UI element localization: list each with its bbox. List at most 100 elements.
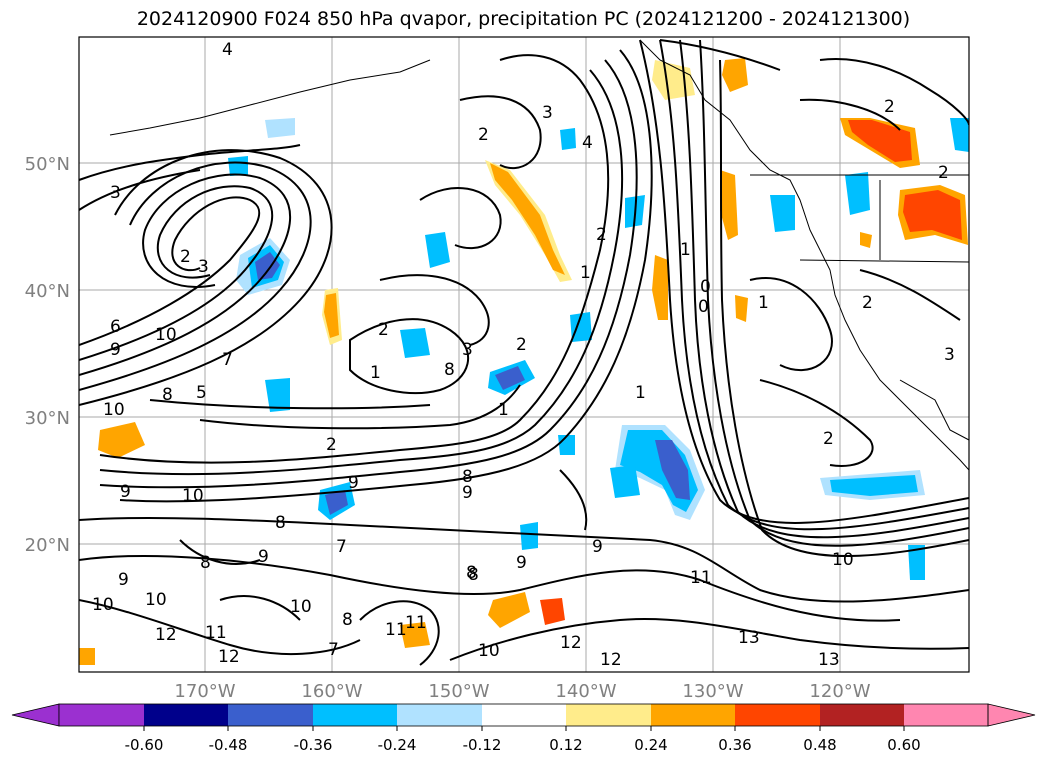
contour-label: 12	[600, 650, 622, 670]
colorbar-segment	[313, 704, 397, 726]
contour-label: 8	[275, 513, 286, 533]
contour-label: 12	[218, 647, 240, 667]
lon-label: 170°W	[174, 681, 235, 702]
contour-label: 4	[222, 40, 233, 60]
contour-label: 11	[205, 623, 227, 643]
contour-label: 3	[110, 183, 121, 203]
contour-label: 10	[290, 597, 312, 617]
contour-label: 2	[823, 429, 834, 449]
contour-label: 9	[462, 483, 473, 503]
colorbar-tick-label: -0.36	[294, 736, 333, 754]
contour-label: 2	[378, 320, 389, 340]
colorbar-extend-max	[987, 703, 1036, 727]
colorbar-tick-labels: -0.60 -0.48 -0.36 -0.24 -0.12 0.12 0.24 …	[125, 736, 921, 754]
contour-label: 9	[258, 547, 269, 567]
contour-label: 2	[516, 335, 527, 355]
colorbar-tick-label: -0.60	[125, 736, 164, 754]
contour-label: 6	[110, 317, 121, 337]
contour-label: 10	[145, 590, 167, 610]
contour-label: 13	[738, 628, 760, 648]
contour-label: 4	[582, 133, 593, 153]
longitude-labels: 170°W 160°W 150°W 140°W 130°W 120°W	[174, 681, 870, 702]
colorbar-segment	[735, 704, 820, 726]
colorbar-segment	[904, 704, 988, 726]
colorbar-segment	[144, 704, 228, 726]
lat-label: 40°N	[25, 281, 70, 302]
lon-label: 140°W	[555, 681, 616, 702]
precip-shading	[79, 58, 969, 665]
contour-label: 12	[560, 633, 582, 653]
contour-label: 8	[342, 610, 353, 630]
contour-label: 8	[444, 360, 455, 380]
lat-label: 50°N	[25, 154, 70, 175]
colorbar-segment	[820, 704, 904, 726]
colorbar-tick-label: -0.12	[463, 736, 502, 754]
contour-label: 1	[635, 383, 646, 403]
contour-label: 3	[198, 257, 209, 277]
contour-label: 2	[938, 163, 949, 183]
contour-label: 9	[120, 482, 131, 502]
colorbar-extend-min	[11, 703, 60, 727]
contour-label: 7	[222, 350, 233, 370]
contour-label: 9	[516, 553, 527, 573]
contour-label: 8	[468, 565, 479, 585]
contour-label: 10	[103, 400, 125, 420]
contour-label: 3	[542, 103, 553, 123]
contour-label: 7	[328, 640, 339, 660]
colorbar-segment	[228, 704, 313, 726]
lon-label: 120°W	[809, 681, 870, 702]
contour-label: 10	[478, 641, 500, 661]
contour-label: 8	[162, 385, 173, 405]
contour-label: 11	[405, 613, 427, 633]
contour-label: 1	[498, 400, 509, 420]
contour-label: 13	[818, 650, 840, 670]
map-title: 2024120900 F024 850 hPa qvapor, precipit…	[136, 8, 911, 30]
contour-label: 10	[182, 486, 204, 506]
lat-label: 20°N	[25, 535, 70, 556]
contour-label: 5	[196, 383, 207, 403]
contour-label: 9	[110, 340, 121, 360]
colorbar-frame	[58, 703, 989, 727]
colorbar: -0.60 -0.48 -0.36 -0.24 -0.12 0.12 0.24 …	[11, 703, 1036, 754]
contour-label: 8	[200, 553, 211, 573]
contour-label: 8	[466, 563, 477, 583]
colorbar-segment	[482, 704, 566, 726]
lon-label: 130°W	[682, 681, 743, 702]
contour-label: 3	[462, 340, 473, 360]
contour-label: 0	[698, 297, 709, 317]
contour-label: 0	[700, 277, 711, 297]
contour-label: 7	[336, 537, 347, 557]
contour-label: 11	[690, 568, 712, 588]
plot-frame	[78, 36, 970, 673]
contour-label: 1	[758, 293, 769, 313]
contour-label: 12	[155, 625, 177, 645]
contour-label: 8	[462, 467, 473, 487]
contour-label: 2	[862, 293, 873, 313]
contour-label: 2	[884, 97, 895, 117]
contour-label: 2	[326, 435, 337, 455]
colorbar-segment	[651, 704, 735, 726]
colorbar-tick-label: 0.60	[887, 736, 920, 754]
contour-label: 11	[385, 620, 407, 640]
colorbar-tick-label: -0.48	[209, 736, 248, 754]
contour-label: 2	[478, 125, 489, 145]
qvapor-contours	[79, 39, 969, 666]
colorbar-tick-label: 0.24	[634, 736, 667, 754]
colorbar-ticks	[143, 726, 905, 731]
colorbar-tick-label: 0.12	[549, 736, 582, 754]
contour-label: 9	[118, 570, 129, 590]
coastlines	[109, 39, 969, 471]
contour-label: 10	[155, 325, 177, 345]
colorbar-segment	[397, 704, 482, 726]
colorbar-tick-label: 0.48	[803, 736, 836, 754]
contour-label: 1	[370, 363, 381, 383]
lat-label: 30°N	[25, 408, 70, 429]
contour-label: 9	[348, 473, 359, 493]
colorbar-tick-label: 0.36	[718, 736, 751, 754]
contour-labels: 4 2 3 2 3 6 10 9 8 10 5 7 1 2 2 3 4 2 1 …	[92, 40, 955, 670]
contour-label: 9	[592, 537, 603, 557]
colorbar-tick-label: -0.24	[378, 736, 417, 754]
contour-label: 2	[596, 225, 607, 245]
gridlines	[79, 37, 969, 672]
